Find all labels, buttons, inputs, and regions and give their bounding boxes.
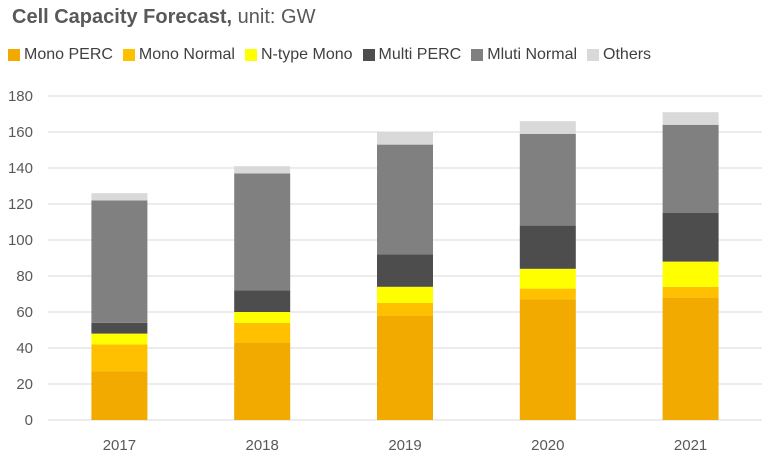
x-tick-label: 2021	[674, 437, 707, 454]
bar-segment	[519, 268, 576, 289]
y-tick-label: 0	[25, 412, 33, 429]
bar-segment	[234, 166, 291, 174]
y-tick-label: 180	[8, 88, 33, 105]
y-tick-label: 80	[16, 268, 33, 285]
legend-swatch	[122, 49, 135, 61]
y-tick-label: 60	[16, 304, 33, 321]
bar-segment	[91, 322, 148, 334]
bar-segment	[91, 333, 148, 345]
y-tick-label: 40	[16, 340, 33, 357]
legend-item: Mono Normal	[122, 46, 235, 64]
bar-segment	[91, 344, 148, 372]
legend-item: Multi PERC	[362, 46, 462, 64]
legend-item: Others	[587, 46, 651, 64]
bar-segment	[91, 200, 148, 323]
legend-label: Mono PERC	[24, 46, 113, 63]
chart-title-bold: Cell Capacity Forecast,	[12, 6, 233, 28]
chart-title-unit: unit: GW	[232, 6, 316, 28]
y-tick-label: 120	[8, 196, 33, 213]
legend-label: Others	[603, 46, 652, 63]
bar-segment	[234, 173, 291, 291]
legend-swatch	[244, 49, 257, 61]
y-tick-label: 140	[8, 160, 33, 177]
bar-segment	[91, 193, 148, 201]
bar-segment	[519, 133, 576, 226]
bar-segment	[377, 132, 433, 145]
chart-legend: Mono PERC Mono Normal N-type Mono Multi PER…	[8, 46, 661, 64]
legend-item: N-type Mono	[244, 46, 353, 64]
bar-segment	[662, 124, 719, 213]
bar-segment	[234, 342, 291, 420]
legend-swatch	[362, 49, 375, 61]
legend-label: Mluti Normal	[487, 46, 578, 63]
bar-segment	[662, 297, 719, 420]
bar-segment	[662, 213, 719, 262]
y-tick-label: 100	[8, 232, 33, 249]
bar-segment	[377, 286, 433, 303]
legend-label: N-type Mono	[260, 46, 353, 63]
legend-swatch	[587, 49, 600, 61]
bar-segment	[519, 299, 576, 420]
bar-segment	[662, 261, 719, 287]
legend-item: Mluti Normal	[471, 46, 577, 64]
bar-segment	[377, 144, 433, 255]
bar-segment	[519, 225, 576, 269]
y-tick-label: 20	[16, 376, 33, 393]
legend-label: Mono Normal	[138, 46, 235, 63]
legend-label: Multi PERC	[378, 46, 462, 63]
bar-segment	[519, 121, 576, 134]
x-tick-label: 2017	[103, 437, 136, 454]
y-tick-label: 160	[8, 124, 33, 141]
bar-segment	[234, 322, 291, 343]
legend-swatch	[471, 49, 484, 61]
bar-segment	[377, 254, 433, 287]
bar-segment	[234, 312, 291, 323]
bar-segment	[662, 112, 719, 125]
x-tick-label: 2018	[246, 437, 279, 454]
bar-segment	[91, 371, 148, 420]
bar-segment	[377, 315, 433, 420]
x-tick-label: 2020	[531, 437, 564, 454]
x-tick-label: 2019	[388, 437, 421, 454]
bar-segment	[234, 290, 291, 312]
chart-title: Cell Capacity Forecast, unit: GW	[12, 6, 315, 29]
legend-item: Mono PERC	[8, 46, 113, 64]
bar-segment	[662, 286, 719, 298]
bar-segment	[377, 303, 433, 316]
legend-swatch	[8, 49, 20, 61]
bar-segment	[519, 288, 576, 300]
